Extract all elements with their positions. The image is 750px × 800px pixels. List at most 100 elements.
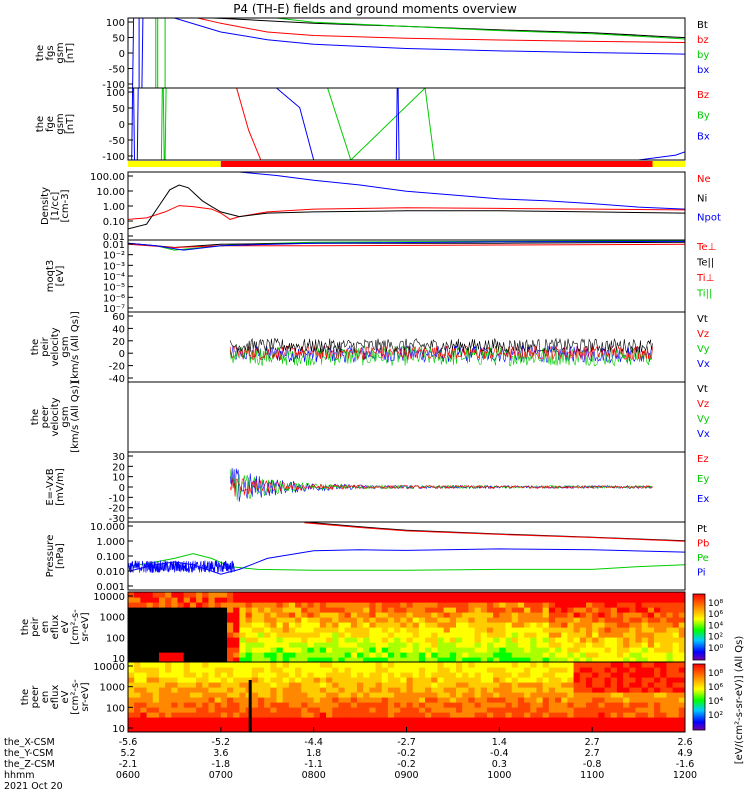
y-tick-label: 10⁻⁴ (103, 272, 125, 283)
spectrogram-cell (585, 627, 593, 633)
spectrogram-cell (524, 612, 531, 618)
spectrogram-cell (338, 727, 346, 732)
spectrogram-cell (431, 642, 439, 648)
spectrogram-cell (654, 672, 661, 678)
spectrogram-cell (647, 637, 655, 643)
legend-entry: bz (697, 35, 709, 46)
spectrogram-cell (202, 667, 210, 673)
spectrogram-cell (654, 652, 661, 658)
spectrogram-cell (257, 677, 265, 683)
spectrogram-cell (406, 677, 414, 683)
spectrogram-cell (326, 632, 333, 638)
spectrogram-cell (381, 712, 389, 718)
spectrogram-cell (363, 627, 370, 633)
spectrogram-cell (579, 627, 587, 633)
spectrogram-cell (276, 682, 284, 688)
spectrogram-cell (251, 697, 259, 703)
spectrogram-cell (598, 677, 606, 683)
spectrogram-cell (567, 597, 575, 603)
spectrogram-cell (196, 647, 203, 653)
spectrogram-cell (406, 712, 414, 718)
spectrogram-cell (660, 657, 668, 662)
spectrogram-cell (505, 637, 513, 643)
spectrogram-cell (276, 612, 284, 618)
spectrogram-cell (146, 602, 154, 608)
spectrogram-cell (505, 597, 513, 603)
spectrogram-cell (660, 627, 668, 633)
spectrogram-cell (208, 597, 216, 603)
spectrogram-cell (561, 702, 569, 708)
spectrogram-cell (425, 622, 432, 628)
spectrogram-cell (307, 692, 315, 698)
y-axis-label: [nPa] (55, 543, 66, 569)
spectrogram-cell (536, 702, 544, 708)
spectrogram-cell (548, 712, 556, 718)
spectrogram-cell (214, 682, 222, 688)
spectrogram-cell (239, 617, 247, 623)
spectrogram-cell (530, 622, 538, 628)
y-tick-label: 0.01 (103, 240, 125, 251)
spectrogram-cell (437, 592, 445, 598)
spectrogram-cell (251, 672, 259, 678)
spectrogram-cell (264, 722, 271, 728)
spectrogram-cell (245, 672, 253, 678)
spectrogram-cell (227, 617, 234, 623)
spectrogram-cell (400, 712, 408, 718)
spectrogram-cell (548, 592, 556, 598)
spectrogram-cell (295, 637, 302, 643)
spectrogram-cell (412, 692, 420, 698)
spectrogram-cell (406, 692, 414, 698)
spectrogram-cell (214, 602, 222, 608)
spectrogram-cell (381, 702, 389, 708)
spectrogram-cell (493, 662, 500, 668)
spectrogram-cell (573, 702, 581, 708)
spectrogram-cell (183, 612, 191, 618)
x-axis-value: 0900 (394, 770, 418, 781)
spectrogram-cell (189, 612, 197, 618)
spectrogram-cell (276, 652, 284, 658)
spectrogram-cell (301, 692, 309, 698)
spectrogram-cell (251, 632, 259, 638)
spectrogram-cell (678, 637, 685, 643)
spectrogram-cell (610, 607, 618, 613)
spectrogram-cell (140, 727, 148, 732)
spectrogram-cell (146, 677, 154, 683)
spectrogram-cell (542, 657, 550, 662)
spectrogram-cell (146, 662, 154, 668)
spectrogram-cell (555, 632, 562, 638)
spectrogram-cell (165, 602, 172, 608)
spectrogram-cell (177, 597, 185, 603)
spectrogram-cell (158, 672, 166, 678)
spectrogram-cell (257, 652, 265, 658)
spectrogram-cell (548, 642, 556, 648)
spectrogram-cell (288, 682, 296, 688)
spectrogram-cell (220, 632, 228, 638)
spectrogram-cell (456, 692, 463, 698)
spectrogram-cell (456, 627, 463, 633)
spectrogram-cell (270, 607, 278, 613)
spectrogram-cell (530, 607, 538, 613)
spectrogram-cell (338, 627, 346, 633)
spectrogram-cell (616, 612, 624, 618)
spectrogram-cell (375, 702, 383, 708)
spectrogram-cell (319, 657, 327, 662)
spectrogram-cell (449, 632, 457, 638)
spectrogram-cell (499, 647, 507, 653)
spectrogram-cell (301, 622, 309, 628)
spectrogram-cell (165, 627, 172, 633)
spectrogram-cell (449, 627, 457, 633)
spectrogram-cell (214, 612, 222, 618)
spectrogram-cell (641, 682, 649, 688)
spectrogram-cell (295, 647, 302, 653)
spectrogram-cell (542, 702, 550, 708)
spectrogram-cell (202, 592, 210, 598)
spectrogram-cell (227, 652, 234, 658)
spectrogram-cell (233, 712, 240, 718)
spectrogram-cell (517, 722, 525, 728)
spectrogram-cell (499, 627, 507, 633)
spectrogram-cell (356, 617, 364, 623)
spectrogram-cell (542, 677, 550, 683)
spectrogram-cell (220, 722, 228, 728)
spectrogram-cell (654, 677, 661, 683)
spectrogram-cell (381, 647, 389, 653)
